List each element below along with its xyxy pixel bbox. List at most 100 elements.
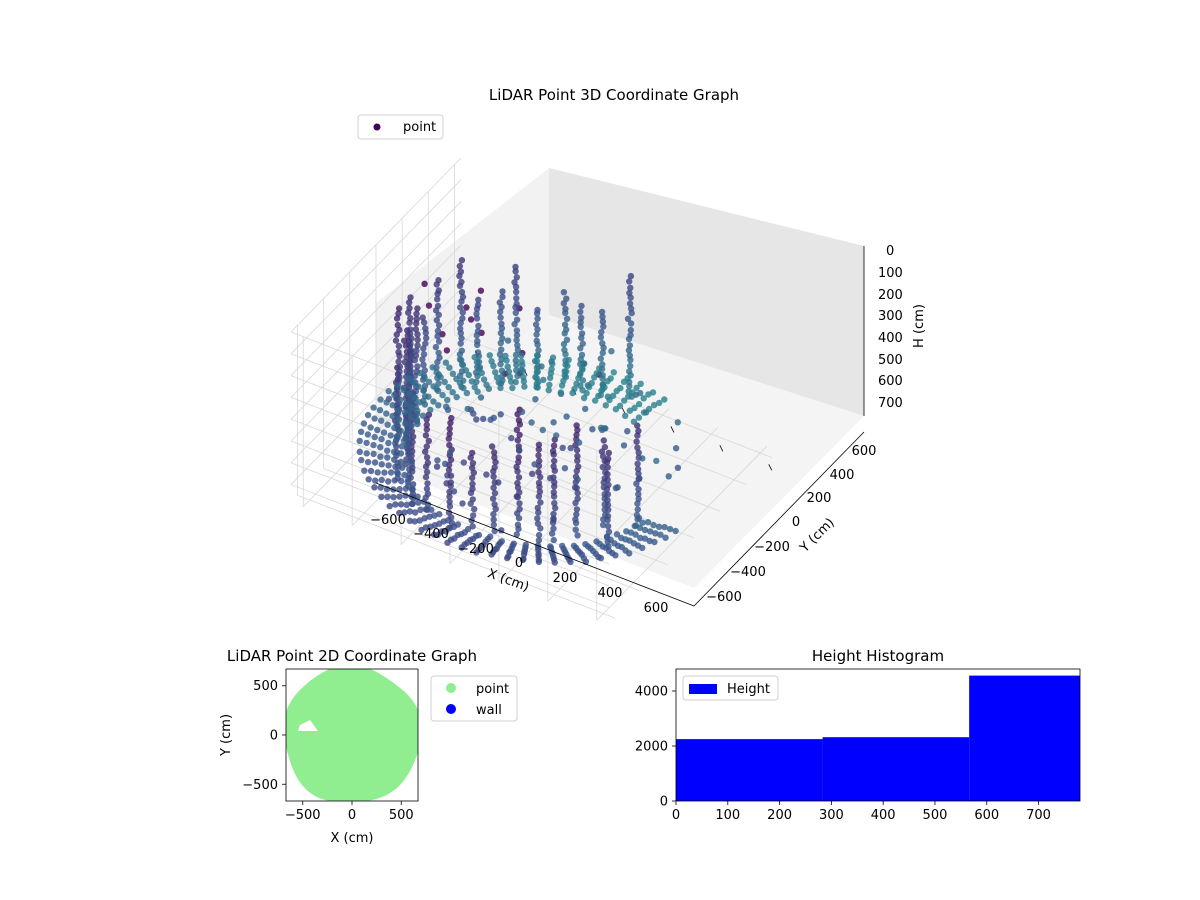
lidar-point	[376, 407, 384, 414]
lidar-point	[458, 257, 466, 264]
lidar-point	[657, 531, 664, 538]
lidar-point	[434, 333, 441, 340]
lidar-point	[396, 363, 403, 370]
lidar-point	[644, 519, 652, 526]
lidar-point	[473, 416, 480, 423]
x-axis-line	[375, 482, 695, 607]
lidar-point	[414, 407, 421, 415]
point-cloud	[356, 257, 682, 566]
lidar-point	[407, 330, 414, 337]
lidar-point	[378, 493, 385, 500]
x-tick-label: 500	[389, 808, 414, 823]
lidar-point	[414, 331, 421, 338]
lidar-point	[549, 360, 556, 368]
lidar-point	[394, 470, 401, 477]
lidar-point	[497, 384, 504, 392]
lidar-point	[600, 484, 608, 491]
lidar-point	[635, 490, 642, 498]
lidar-point	[465, 371, 472, 379]
lidar-point	[661, 523, 668, 531]
lidar-point	[454, 521, 462, 528]
lidar-point	[535, 452, 542, 459]
lidar-point	[411, 394, 418, 401]
lidar-point	[533, 352, 541, 359]
lidar-point	[551, 483, 558, 490]
lidar-point	[405, 309, 412, 316]
lidar-point	[385, 388, 392, 395]
lidar-point	[402, 400, 410, 408]
lidar-point	[445, 517, 452, 524]
lidar-point	[628, 309, 635, 317]
lidar-point	[433, 463, 441, 470]
lidar-point	[422, 340, 429, 347]
lidar-point	[595, 392, 602, 400]
lidar-point	[497, 411, 504, 418]
lidar-point	[423, 485, 431, 492]
lidar-point	[561, 465, 569, 472]
lidar-point	[535, 441, 543, 448]
lidar-point	[559, 542, 566, 550]
z-tick-label: 100	[878, 266, 903, 281]
lidar-point	[610, 369, 617, 376]
lidar-point	[513, 332, 521, 339]
y-tick-label: 4000	[635, 685, 668, 700]
lidar-point	[396, 509, 403, 517]
lidar-point	[533, 375, 540, 382]
lidar-point	[532, 396, 539, 403]
lidar-point	[601, 457, 608, 465]
histogram-bar	[969, 675, 1080, 801]
lidar-point	[596, 365, 603, 372]
lidar-point	[477, 394, 485, 401]
lidar-point	[395, 342, 403, 350]
lidar-point	[506, 373, 514, 381]
lidar-point	[474, 341, 481, 349]
lidar-point	[425, 302, 433, 309]
lidar-point	[515, 515, 523, 522]
lidar-point	[421, 280, 428, 287]
lidar-point	[492, 505, 499, 513]
lidar-point	[392, 440, 399, 447]
lidar-point	[579, 340, 586, 347]
lidar-point	[410, 379, 417, 386]
lidar-point	[650, 401, 658, 409]
lidar-point	[520, 373, 527, 381]
x-tick-label: 0	[672, 808, 680, 823]
lidar-point	[448, 414, 455, 422]
lidar-point	[406, 299, 413, 306]
lidar-point	[577, 319, 584, 326]
lidar-point	[395, 305, 403, 312]
lidar-point	[565, 356, 572, 364]
lidar-point	[446, 493, 453, 500]
lidar-point	[666, 525, 674, 533]
lidar-point	[627, 320, 635, 327]
lidar-point	[475, 322, 482, 330]
lidar-point	[488, 443, 496, 450]
lidar-point	[398, 477, 405, 485]
lidar-point	[545, 387, 552, 394]
lidar-point	[562, 309, 569, 316]
lidar-point	[371, 459, 379, 466]
lidar-point	[435, 311, 442, 319]
lidar-point	[401, 337, 408, 344]
lidar-point	[577, 323, 584, 331]
lidar-point	[384, 421, 391, 428]
plot-3d-legend: point	[357, 114, 444, 140]
z-tick-label: 300	[878, 309, 903, 324]
lidar-point	[453, 375, 460, 383]
plot-2d-xlabel: X (cm)	[331, 831, 374, 846]
lidar-point	[467, 500, 474, 507]
x-tick-label: −500	[285, 808, 321, 823]
lidar-point	[470, 512, 477, 519]
lidar-point	[498, 325, 506, 332]
legend-label-wall: wall	[476, 703, 502, 718]
x-axis-label: X (cm)	[485, 566, 531, 595]
lidar-point	[534, 341, 541, 348]
lidar-point	[498, 367, 506, 374]
lidar-point	[394, 321, 401, 329]
lidar-point	[635, 514, 643, 522]
lidar-point	[601, 443, 609, 451]
lidar-point	[435, 402, 442, 409]
lidar-point	[473, 315, 481, 322]
lidar-point	[570, 542, 578, 549]
grid-line	[290, 310, 462, 485]
